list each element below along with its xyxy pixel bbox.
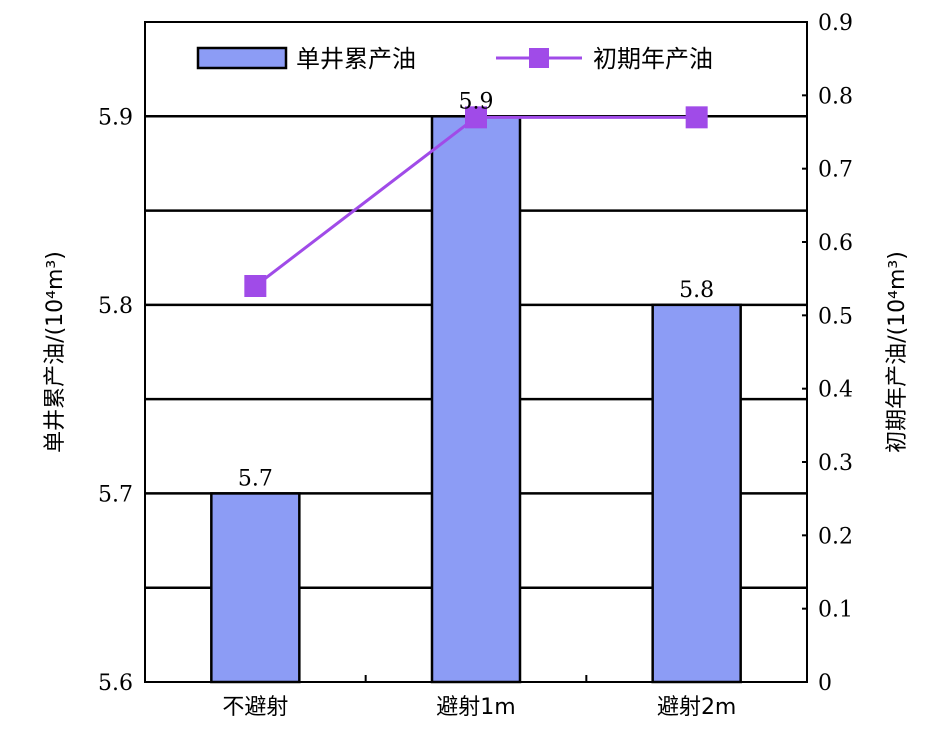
bar-避射2m <box>651 303 742 684</box>
line-marker <box>685 106 708 129</box>
right-tick-label: 0.5 <box>818 304 853 329</box>
legend-label: 初期年产油 <box>593 45 713 73</box>
bar-避射1m <box>430 115 522 684</box>
data-labels: 5.7 5.9 5.8 <box>238 89 714 491</box>
right-axis: 0 0.1 0.2 0.3 0.4 0.5 0.6 0.7 0.8 0.9 <box>802 11 853 696</box>
right-tick-label: 0.8 <box>818 84 853 109</box>
data-label: 5.8 <box>679 278 714 303</box>
right-tick-label: 0.9 <box>818 11 853 36</box>
legend-label: 单井累产油 <box>296 45 416 73</box>
line-series <box>244 106 708 297</box>
legend-marker-swatch <box>529 48 549 68</box>
right-tick-label: 0.6 <box>818 231 853 256</box>
category-label: 不避射 <box>222 695 288 720</box>
line-marker <box>465 106 487 129</box>
category-label: 避射2m <box>657 695 736 720</box>
data-label: 5.9 <box>459 89 494 114</box>
right-axis-title: 初期年产油/(10⁴m³) <box>885 251 910 453</box>
legend-bar-swatch <box>196 46 288 70</box>
category-label: 避射1m <box>436 695 515 720</box>
bar-不避射 <box>210 492 301 684</box>
bar-series <box>210 115 742 684</box>
left-tick-label: 5.7 <box>98 482 133 507</box>
line-marker <box>244 275 267 297</box>
right-tick-label: 0.4 <box>818 378 853 403</box>
left-axis-title: 单井累产油/(10⁴m³) <box>43 251 68 453</box>
left-tick-label: 5.6 <box>98 671 133 696</box>
legend: 单井累产油 初期年产油 <box>196 45 713 73</box>
right-tick-label: 0 <box>818 671 832 696</box>
right-tick-label: 0.2 <box>818 524 853 549</box>
left-tick-label: 5.8 <box>98 294 133 319</box>
right-tick-label: 0.7 <box>818 158 853 183</box>
left-tick-label: 5.9 <box>98 105 133 130</box>
right-tick-label: 0.3 <box>818 451 853 476</box>
data-label: 5.7 <box>238 466 273 491</box>
left-axis: 5.6 5.7 5.8 5.9 <box>98 105 133 696</box>
right-tick-label: 0.1 <box>818 598 853 623</box>
plot-frame <box>144 21 808 683</box>
category-axis: 不避射 避射1m 避射2m <box>222 675 736 720</box>
